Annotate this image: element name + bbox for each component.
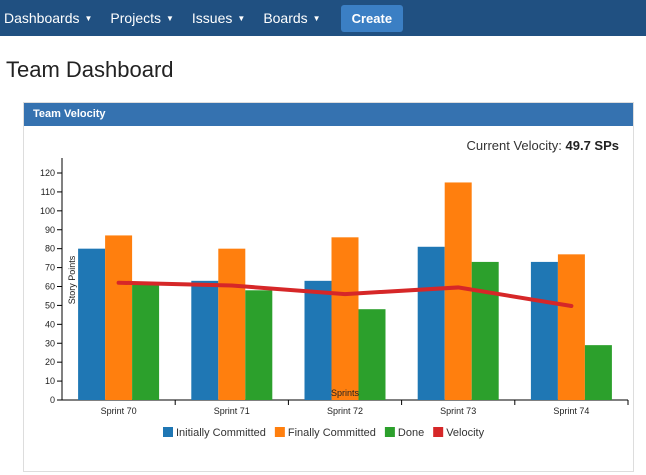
y-tick-label: 100	[40, 206, 55, 216]
nav-boards[interactable]: Boards ▼	[263, 10, 320, 26]
panel-title: Team Velocity	[24, 103, 633, 126]
velocity-value: 49.7 SPs	[565, 138, 620, 153]
bar-initially-committed	[191, 280, 219, 400]
current-velocity: Current Velocity: 49.7 SPs	[467, 138, 620, 153]
y-tick-label: 30	[45, 338, 55, 348]
x-tick-label: Sprint 72	[327, 406, 363, 416]
legend-label: Velocity	[446, 427, 484, 439]
y-tick-label: 0	[50, 395, 55, 405]
y-tick-label: 10	[45, 376, 55, 386]
y-tick-label: 90	[45, 225, 55, 235]
y-tick-label: 60	[45, 282, 55, 292]
legend-label: Done	[398, 427, 424, 439]
bar-done	[358, 309, 386, 400]
create-button[interactable]: Create	[340, 4, 404, 32]
x-tick-label: Sprint 71	[214, 406, 250, 416]
caret-down-icon: ▼	[84, 13, 93, 23]
y-tick-label: 40	[45, 319, 55, 329]
x-tick-label: Sprint 70	[101, 406, 137, 416]
bar-done	[584, 345, 612, 400]
y-axis-label: Story Points	[67, 255, 77, 304]
bar-finally-committed	[331, 237, 359, 400]
bar-initially-committed	[530, 261, 558, 400]
caret-down-icon: ▼	[237, 13, 246, 23]
nav-projects[interactable]: Projects ▼	[110, 10, 174, 26]
nav-label: Boards	[263, 10, 308, 26]
team-velocity-panel: Team Velocity Current Velocity: 49.7 SPs	[23, 102, 634, 472]
caret-down-icon: ▼	[312, 13, 321, 23]
y-tick-label: 120	[40, 168, 55, 178]
x-axis-label: Sprints	[331, 388, 360, 398]
bar-done	[132, 284, 160, 400]
nav-label: Dashboards	[4, 10, 80, 26]
velocity-label: Current Velocity:	[466, 138, 562, 153]
x-tick-label: Sprint 74	[553, 406, 589, 416]
legend-swatch	[163, 427, 173, 437]
legend-swatch	[433, 427, 444, 437]
legend-label: Initially Committed	[176, 427, 266, 439]
legend-swatch	[274, 427, 285, 437]
velocity-line	[116, 280, 574, 308]
legend-swatch	[384, 427, 395, 437]
caret-down-icon: ▼	[166, 13, 174, 23]
y-tick-label: 20	[45, 357, 55, 367]
top-nav: Dashboards ▼ Projects ▼ Issues ▼ Boards ▼ Cr…	[0, 0, 646, 36]
y-tick-label: 70	[45, 263, 55, 273]
nav-dashboards[interactable]: Dashboards ▼	[4, 10, 92, 26]
nav-label: Issues	[191, 10, 233, 26]
bar-finally-committed	[105, 235, 133, 400]
bar-initially-committed	[304, 280, 332, 400]
nav-label: Projects	[110, 10, 161, 26]
bar-initially-committed	[417, 246, 445, 400]
y-tick-label: 110	[41, 187, 55, 197]
page-title: Team Dashboard	[6, 57, 174, 82]
bar-finally-committed	[557, 254, 585, 400]
bar-finally-committed	[444, 182, 472, 400]
nav-issues[interactable]: Issues ▼	[192, 10, 245, 26]
y-tick-label: 50	[45, 300, 55, 310]
bar-finally-committed	[218, 248, 246, 400]
bar-done	[245, 290, 273, 400]
legend-label: Finally Committed	[288, 427, 376, 439]
y-tick-label: 80	[45, 244, 55, 254]
x-tick-label: Sprint 73	[440, 406, 476, 416]
bar-initially-committed	[78, 248, 106, 400]
bar-done	[471, 261, 499, 400]
